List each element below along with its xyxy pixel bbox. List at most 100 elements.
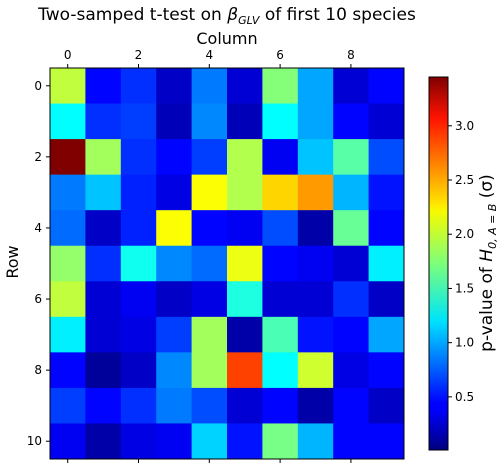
heatmap-cell	[227, 245, 263, 282]
heatmap-cell	[297, 281, 334, 318]
x-axis-ticks: 0 2 4 6 8	[64, 48, 355, 463]
heatmap-cell	[297, 68, 334, 104]
heatmap-cell	[85, 210, 122, 247]
heatmap-cell	[50, 281, 86, 318]
heatmap-cell	[50, 139, 86, 176]
heatmap-cell	[368, 423, 405, 460]
heatmap-cell	[333, 210, 369, 247]
heatmap-cell	[85, 352, 122, 389]
heatmap-cell	[50, 387, 86, 424]
y-axis-ticks: 0 2 4 6 8 10	[27, 79, 50, 448]
heatmap-cell	[191, 68, 228, 104]
heatmap-cell	[333, 387, 369, 424]
y-tick-label: 8	[34, 363, 42, 377]
heatmap-cell	[191, 174, 228, 211]
heatmap-cell	[156, 103, 192, 140]
heatmap-cell	[297, 387, 334, 424]
heatmap-cell	[156, 245, 192, 282]
heatmap-cell	[262, 316, 299, 353]
colorbar	[428, 76, 449, 451]
heatmap-cell	[368, 139, 405, 176]
heatmap-cell	[191, 245, 228, 282]
heatmap-cell	[227, 174, 263, 211]
heatmap-cell	[262, 281, 299, 318]
heatmap-cell	[368, 352, 405, 389]
y-tick-label: 4	[34, 221, 42, 235]
heatmap-cell	[120, 352, 157, 389]
heatmap-cell	[297, 245, 334, 282]
colorbar-label: p-value of H0, A = B (σ)	[477, 174, 499, 352]
x-tick-label: 4	[205, 48, 213, 62]
heatmap-cell	[227, 352, 263, 389]
heatmap-cell	[85, 245, 122, 282]
colorbar-ticks: 0.5 1.0 1.5 2.0 2.5 3.0	[448, 119, 474, 404]
heatmap-cell	[156, 174, 192, 211]
heatmap-cell	[156, 352, 192, 389]
heatmap-cell	[333, 316, 369, 353]
heatmap-cell	[85, 281, 122, 318]
heatmap-cell	[262, 174, 299, 211]
heatmap-cell	[156, 387, 192, 424]
heatmap-cell	[333, 139, 369, 176]
heatmap-cell	[227, 281, 263, 318]
heatmap-cell	[368, 210, 405, 247]
heatmap-cell	[120, 68, 157, 104]
heatmap-cell	[262, 139, 299, 176]
chart-title: Two-samped t-test on βGLV of first 10 sp…	[37, 5, 416, 27]
heatmap-cell	[368, 245, 405, 282]
heatmap-cell	[120, 316, 157, 353]
heatmap-cell	[368, 387, 405, 424]
heatmap-cell	[50, 245, 86, 282]
x-tick-label: 8	[347, 48, 355, 62]
heatmap-cell	[191, 352, 228, 389]
heatmap-cell	[120, 245, 157, 282]
heatmap-cell	[191, 210, 228, 247]
y-axis-label: Row	[3, 245, 22, 278]
colorbar-tick-label: 2.5	[455, 173, 474, 187]
x-tick-label: 2	[135, 48, 143, 62]
heatmap-cell	[120, 281, 157, 318]
heatmap-cell	[85, 68, 122, 104]
x-axis-label: Column	[196, 29, 257, 48]
heatmap-cell	[156, 139, 192, 176]
heatmap-cell	[156, 68, 192, 104]
heatmap-cell	[120, 103, 157, 140]
heatmap-cell	[85, 387, 122, 424]
colorbar-tick-label: 3.0	[455, 119, 474, 133]
heatmap-cell	[227, 68, 263, 104]
heatmap-cell	[227, 316, 263, 353]
heatmap-cell	[191, 103, 228, 140]
heatmap-cell	[297, 174, 334, 211]
heatmap-cell	[262, 245, 299, 282]
heatmap-cell	[368, 174, 405, 211]
y-tick-label: 0	[34, 79, 42, 93]
heatmap-cell	[120, 423, 157, 460]
heatmap-cell	[333, 352, 369, 389]
heatmap-cell	[191, 387, 228, 424]
heatmap-cell	[227, 103, 263, 140]
heatmap-cell	[368, 68, 405, 104]
heatmap-cell	[297, 103, 334, 140]
heatmap-cells	[50, 68, 405, 460]
heatmap-cell	[297, 139, 334, 176]
x-tick-label: 0	[64, 48, 72, 62]
heatmap-cell	[297, 423, 334, 460]
heatmap-cell	[191, 139, 228, 176]
heatmap-cell	[333, 281, 369, 318]
heatmap-cell	[262, 210, 299, 247]
heatmap-cell	[50, 68, 86, 104]
heatmap-cell	[333, 245, 369, 282]
heatmap-cell	[368, 281, 405, 318]
heatmap-cell	[50, 103, 86, 140]
heatmap-cell	[368, 316, 405, 353]
colorbar-tick-label: 1.5	[455, 281, 474, 295]
heatmap-cell	[227, 139, 263, 176]
heatmap-cell	[156, 210, 192, 247]
heatmap-cell	[50, 174, 86, 211]
heatmap-cell	[120, 174, 157, 211]
heatmap-cell	[50, 316, 86, 353]
colorbar-tick-label: 1.0	[455, 336, 474, 350]
heatmap-cell	[50, 352, 86, 389]
colorbar-tick-label: 0.5	[455, 390, 474, 404]
